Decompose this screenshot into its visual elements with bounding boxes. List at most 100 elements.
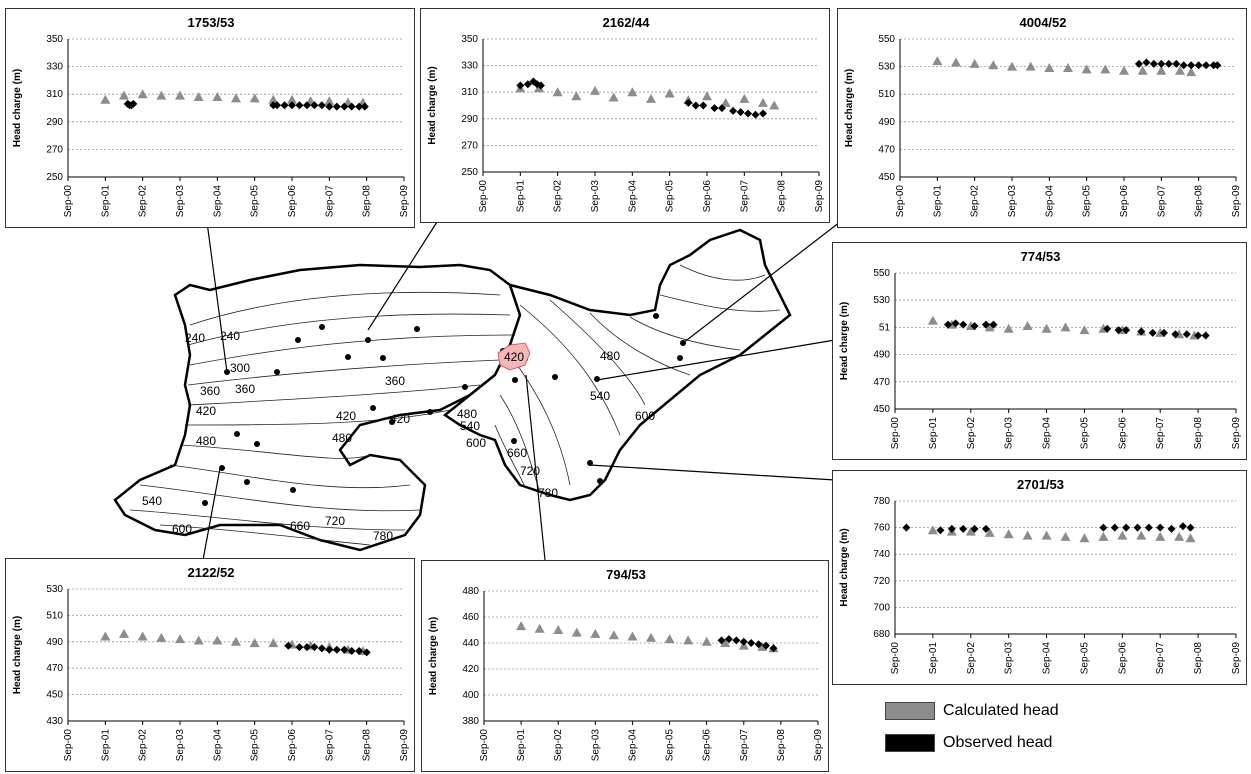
- contour-label: 480: [600, 349, 620, 363]
- calculated-point: [1003, 323, 1014, 333]
- calculated-point: [212, 635, 223, 645]
- contour-label: 360: [200, 384, 220, 398]
- observed-point: [340, 645, 349, 654]
- x-tick-label: Sep-04: [627, 180, 638, 213]
- y-tick-label: 530: [878, 62, 895, 73]
- observed-point: [981, 320, 990, 329]
- observed-point: [1157, 59, 1166, 68]
- observed-point: [310, 643, 319, 652]
- observed-point: [947, 524, 956, 533]
- x-tick-label: Sep-04: [212, 729, 223, 762]
- calculated-point: [1098, 531, 1109, 541]
- x-tick-label: Sep-04: [1042, 417, 1053, 450]
- x-tick-label: Sep-08: [1193, 417, 1204, 450]
- contour-label: 360: [385, 374, 405, 388]
- y-tick-label: 380: [462, 716, 479, 727]
- x-tick-label: Sep-09: [1231, 185, 1242, 218]
- observed-point: [739, 637, 748, 646]
- calculated-point: [193, 91, 204, 101]
- calculated-point: [231, 93, 241, 103]
- observed-point: [736, 108, 745, 117]
- calculated-point: [1079, 325, 1090, 335]
- calculated-point: [590, 628, 601, 638]
- chart-panel-2701-53: 2701/53 680 700 720 740 760 780 Head charge (m)…: [832, 470, 1247, 685]
- observed-point: [347, 102, 356, 111]
- calculated-point: [757, 641, 768, 651]
- observed-point: [944, 320, 953, 329]
- observed-point: [325, 645, 334, 654]
- observed-point: [1149, 59, 1158, 68]
- observed-point: [295, 643, 304, 652]
- x-tick-label: Sep-03: [175, 729, 186, 762]
- observed-point: [1110, 523, 1119, 532]
- calculated-point: [175, 90, 185, 100]
- observed-point: [362, 648, 371, 657]
- y-axis-label: Head charge (m): [839, 302, 850, 380]
- observed-point: [1201, 331, 1210, 340]
- y-tick-label: 480: [462, 586, 479, 597]
- legend-label-calculated: Calculated head: [943, 702, 1059, 719]
- x-tick-label: Sep-03: [175, 185, 186, 218]
- calculated-point: [552, 87, 563, 97]
- y-tick-label: 400: [462, 690, 479, 701]
- calculated-point: [100, 631, 111, 641]
- observed-point: [699, 101, 708, 110]
- calculated-point: [1136, 530, 1147, 540]
- contour-label: 540: [460, 419, 480, 433]
- y-tick-label: 450: [46, 690, 63, 701]
- x-tick-label: Sep-00: [63, 185, 74, 218]
- x-tick-label: Sep-05: [1082, 185, 1093, 218]
- x-tick-label: Sep-09: [1231, 417, 1242, 450]
- contour-label: 240: [185, 331, 205, 345]
- chart-svg: 2701/53 680 700 720 740 760 780 Head charge (m)…: [839, 477, 1242, 675]
- calculated-point: [969, 58, 980, 68]
- calculated-point: [590, 85, 600, 95]
- observed-point: [959, 320, 968, 329]
- x-tick-label: Sep-07: [1155, 417, 1166, 450]
- calculated-point: [137, 89, 148, 99]
- y-tick-label: 330: [461, 61, 478, 72]
- y-tick-label: 460: [462, 612, 479, 623]
- observed-point: [729, 106, 738, 115]
- x-tick-label: Sep-05: [1079, 642, 1090, 675]
- contour-label: 540: [590, 389, 610, 403]
- observed-point: [1144, 523, 1153, 532]
- observed-point: [1148, 328, 1157, 337]
- observed-point: [1122, 326, 1131, 335]
- observed-point: [717, 104, 726, 113]
- observed-point: [516, 81, 525, 90]
- x-tick-label: Sep-02: [966, 642, 977, 675]
- contour-label: 720: [325, 514, 345, 528]
- x-tick-label: Sep-04: [1042, 642, 1053, 675]
- observed-point: [288, 101, 296, 110]
- x-tick-label: Sep-00: [890, 417, 901, 450]
- calculated-point: [683, 635, 694, 645]
- chart-svg: 2122/52 430 450 470 490 510 530 Head charge (m)…: [12, 565, 410, 762]
- x-tick-label: Sep-07: [1155, 642, 1166, 675]
- calculated-point: [1041, 323, 1052, 333]
- legend-label-observed: Observed head: [943, 734, 1053, 751]
- observed-point: [273, 101, 282, 110]
- legend: Calculated head Observed head: [885, 700, 1145, 760]
- calculated-point: [249, 93, 260, 103]
- observed-point: [1187, 61, 1196, 70]
- y-tick-label: 510: [46, 610, 63, 621]
- calculated-point: [571, 627, 582, 637]
- calculated-point: [1174, 531, 1185, 541]
- observed-point: [989, 320, 998, 329]
- y-tick-label: 780: [873, 496, 890, 507]
- y-tick-label: 270: [46, 144, 63, 155]
- x-tick-label: Sep-01: [932, 185, 943, 218]
- y-axis-label: Head charge (m): [428, 617, 439, 695]
- chart-panel-774-53: 774/53 450 470 490 51 530 550 Head charge (m) Se…: [832, 242, 1247, 460]
- observed-point: [691, 101, 700, 110]
- y-tick-label: 470: [878, 144, 895, 155]
- calculated-point: [1081, 64, 1092, 74]
- x-tick-label: Sep-08: [362, 185, 373, 218]
- y-tick-label: 330: [46, 62, 63, 73]
- observed-point: [951, 319, 960, 328]
- calculated-point: [1117, 530, 1128, 540]
- observed-point: [284, 641, 293, 650]
- observed-point: [902, 523, 911, 532]
- y-tick-label: 490: [873, 350, 890, 361]
